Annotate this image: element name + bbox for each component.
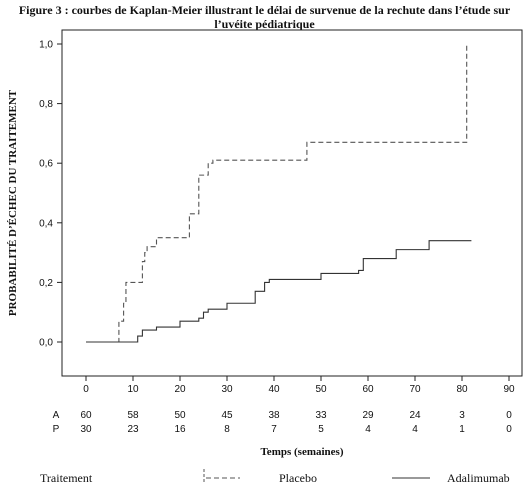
risk-value: 7 (271, 424, 277, 435)
x-tick-label: 40 (268, 384, 280, 395)
chart-title-line-2: l’uvéite pédiatrique (214, 17, 315, 31)
risk-value: 0 (506, 410, 512, 421)
x-axis: 0 10 20 30 40 50 60 70 80 90 (83, 376, 515, 395)
y-tick-label: 0,8 (39, 99, 53, 110)
y-tick-label: 0,2 (39, 278, 53, 289)
risk-value: 29 (362, 410, 374, 421)
chart-title: Figure 3 : courbes de Kaplan-Meier illus… (0, 3, 529, 31)
risk-value: 45 (221, 410, 233, 421)
risk-value: 58 (127, 410, 139, 421)
risk-row-label: A (53, 410, 60, 421)
risk-value: 0 (506, 424, 512, 435)
y-axis: 0,0 0,2 0,4 0,6 0,8 1,0 (39, 40, 62, 349)
risk-value: 8 (224, 424, 230, 435)
y-tick-label: 0,4 (39, 218, 53, 229)
x-tick-label: 10 (127, 384, 139, 395)
risk-value: 1 (459, 424, 465, 435)
legend: Traitement Placebo Adalimumab (40, 469, 510, 485)
risk-value: 23 (127, 424, 139, 435)
y-tick-label: 0,0 (39, 338, 53, 349)
risk-value: 50 (174, 410, 186, 421)
legend-item-adalimumab: Adalimumab (392, 471, 510, 485)
risk-value: 4 (365, 424, 371, 435)
x-tick-label: 50 (315, 384, 327, 395)
x-tick-label: 70 (409, 384, 421, 395)
risk-value: 5 (318, 424, 324, 435)
x-axis-title: Temps (semaines) (260, 446, 343, 458)
x-tick-label: 80 (456, 384, 468, 395)
x-tick-label: 20 (174, 384, 186, 395)
risk-value: 60 (80, 410, 92, 421)
legend-header: Traitement (40, 471, 93, 485)
legend-item-placebo: Placebo (203, 469, 317, 485)
y-axis-title: PROBABILITÉ D’ÉCHEC DU TRAITEMENT (7, 89, 19, 316)
curve-adalimumab (86, 240, 472, 343)
survival-curves (86, 44, 472, 343)
legend-label-placebo: Placebo (279, 471, 317, 485)
legend-label-adalimumab: Adalimumab (447, 471, 510, 485)
risk-value: 38 (268, 410, 280, 421)
x-tick-label: 60 (362, 384, 374, 395)
x-tick-label: 0 (83, 384, 89, 395)
risk-value: 3 (459, 410, 465, 421)
chart-title-line-1: Figure 3 : courbes de Kaplan-Meier illus… (18, 3, 511, 17)
y-tick-label: 1,0 (39, 40, 53, 51)
risk-value: 30 (80, 424, 92, 435)
plot-frame (61, 29, 523, 377)
risk-table: A 60 58 50 45 38 33 29 24 3 0P 30 23 16 8 7 5 4 4 1 0 (53, 410, 513, 435)
y-tick-label: 0,6 (39, 159, 53, 170)
plot-border (61, 29, 523, 377)
risk-value: 33 (315, 410, 327, 421)
risk-value: 4 (412, 424, 418, 435)
risk-value: 16 (174, 424, 186, 435)
curve-placebo (86, 44, 468, 343)
x-tick-label: 90 (503, 384, 515, 395)
x-tick-label: 30 (221, 384, 233, 395)
risk-value: 24 (409, 410, 421, 421)
risk-row-label: P (53, 424, 60, 435)
